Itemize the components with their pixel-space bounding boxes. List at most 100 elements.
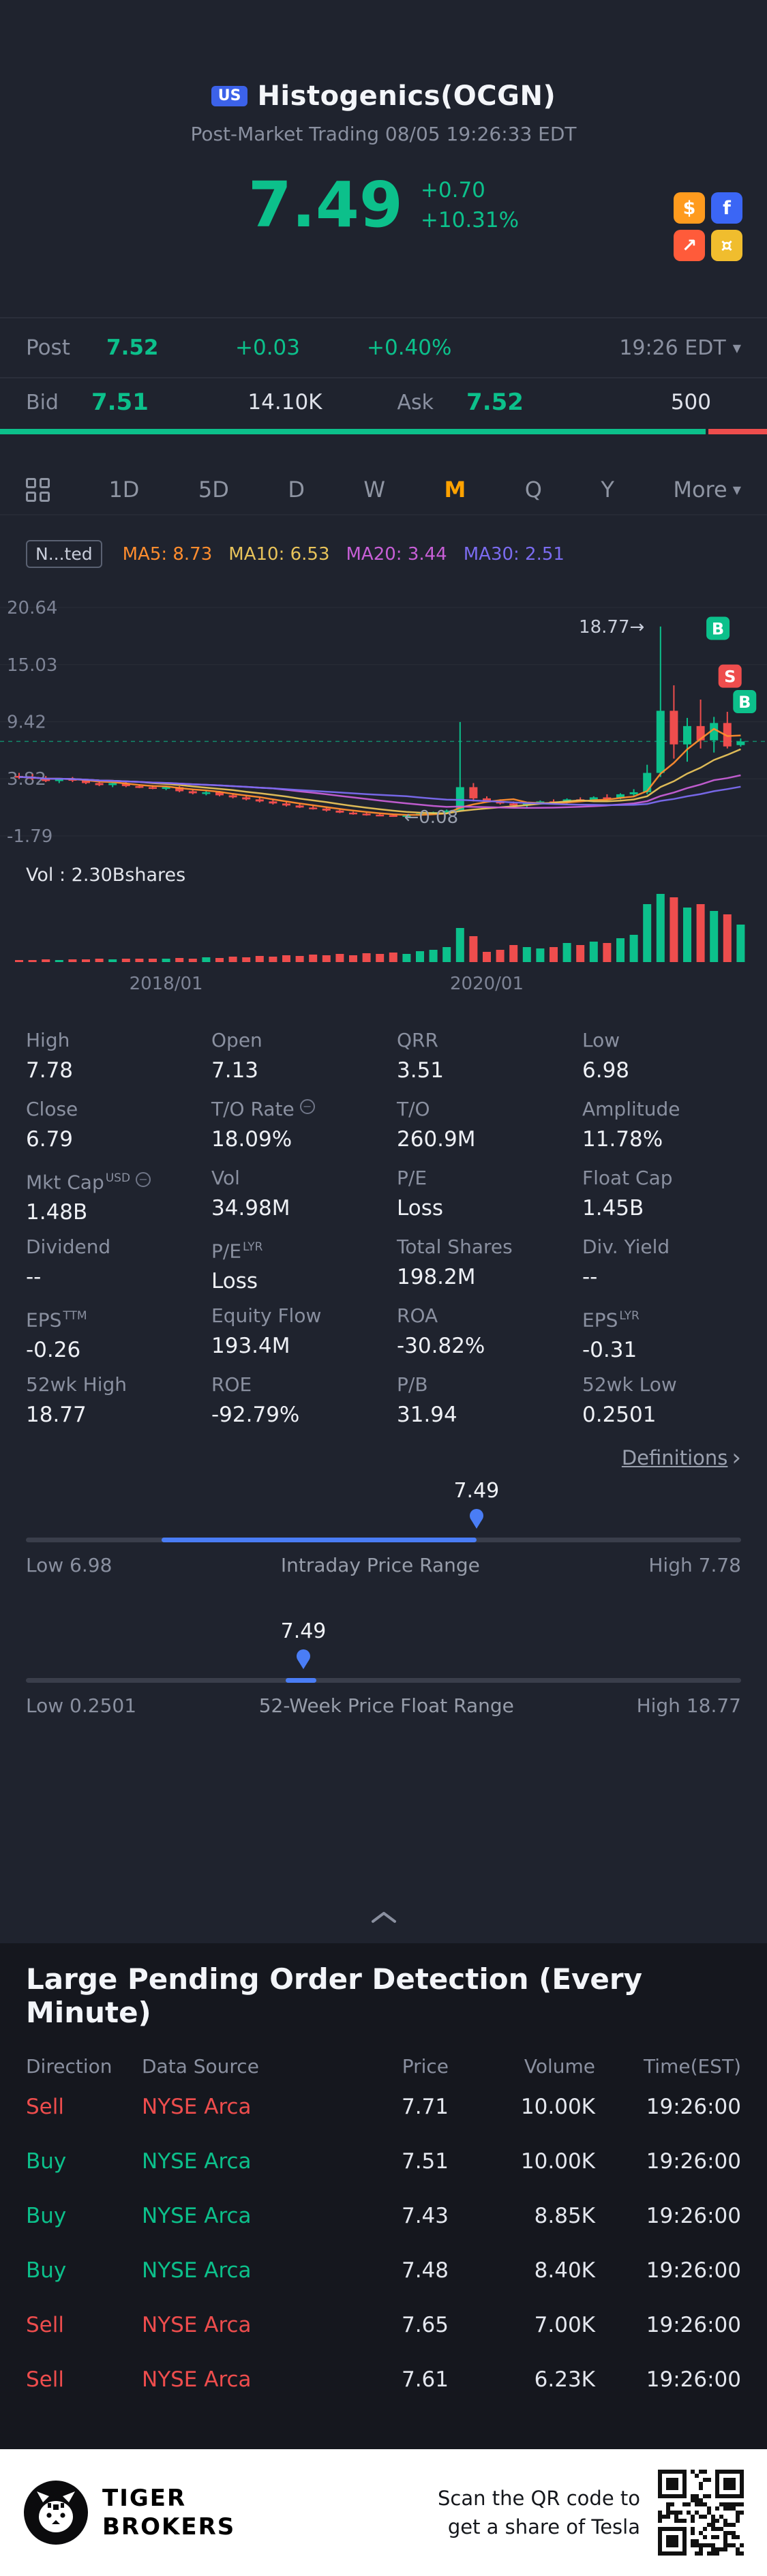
period-tab-bar: 1D 5D D W M Q Y More ▼ bbox=[0, 465, 767, 515]
stat-value: -92.79% bbox=[211, 1403, 397, 1427]
order-source: NYSE Arca bbox=[142, 2095, 319, 2119]
order-source: NYSE Arca bbox=[142, 2149, 319, 2174]
adjustment-chip[interactable]: N...ted bbox=[26, 540, 102, 568]
order-source: NYSE Arca bbox=[142, 2204, 319, 2228]
collapse-panel-control[interactable] bbox=[0, 1902, 767, 1932]
ma-legend-item: MA20: 3.44 bbox=[346, 544, 447, 565]
bid-size: 14.10K bbox=[247, 390, 322, 415]
tab-q[interactable]: Q bbox=[525, 477, 542, 503]
price-change-pct: +10.31% bbox=[421, 208, 519, 233]
slider-low-label: Low 6.98 bbox=[26, 1554, 112, 1576]
order-price: 7.61 bbox=[319, 2367, 449, 2392]
stat-value: 193.4M bbox=[211, 1334, 397, 1358]
order-time: 19:26:00 bbox=[595, 2258, 741, 2283]
stock-chart-icon[interactable]: ↗ bbox=[674, 230, 705, 261]
session-subtitle: Post-Market Trading 08/05 19:26:33 EDT bbox=[0, 123, 767, 145]
post-market-bar: Post 7.52 +0.03 +0.40% 19:26 EDT ▼ bbox=[0, 317, 767, 378]
order-direction: Sell bbox=[26, 2313, 142, 2337]
post-change: +0.03 bbox=[235, 335, 367, 360]
orders-col-direction: Direction bbox=[26, 2055, 142, 2078]
tab-1d[interactable]: 1D bbox=[108, 477, 139, 503]
order-source: NYSE Arca bbox=[142, 2367, 319, 2392]
chart-layout-icon[interactable] bbox=[26, 478, 50, 502]
order-price: 7.43 bbox=[319, 2204, 449, 2228]
stat-value: Loss bbox=[397, 1196, 582, 1220]
stat-t-o-rate: T/O Rate−18.09% bbox=[211, 1098, 397, 1167]
order-source: NYSE Arca bbox=[142, 2313, 319, 2337]
footer-banner: TIGER BROKERS Scan the QR code to get a … bbox=[0, 2449, 767, 2576]
stat-value: -- bbox=[582, 1265, 741, 1289]
stock-title: Histogenics(OCGN) bbox=[257, 80, 556, 112]
slider-track[interactable] bbox=[26, 1538, 741, 1542]
post-time-dropdown[interactable]: 19:26 EDT ▼ bbox=[619, 336, 741, 360]
order-time: 19:26:00 bbox=[595, 2149, 741, 2174]
chevron-up-icon bbox=[371, 1911, 397, 1923]
svg-text:2018/01: 2018/01 bbox=[130, 974, 203, 994]
rewards-coin-icon[interactable]: ¤ bbox=[711, 230, 742, 261]
post-price: 7.52 bbox=[106, 335, 235, 360]
pending-orders-title: Large Pending Order Detection (Every Min… bbox=[26, 1962, 741, 2029]
order-time: 19:26:00 bbox=[595, 2204, 741, 2228]
last-price: 7.49 bbox=[248, 174, 403, 237]
tab-more[interactable]: More ▼ bbox=[673, 477, 741, 503]
stat-value: 3.51 bbox=[397, 1058, 582, 1083]
collapse-info-icon[interactable]: − bbox=[300, 1099, 315, 1114]
svg-text:9.42: 9.42 bbox=[7, 713, 46, 733]
price-change: +0.70 bbox=[421, 178, 519, 203]
tab-y[interactable]: Y bbox=[601, 477, 614, 503]
order-source: NYSE Arca bbox=[142, 2258, 319, 2283]
order-price: 7.71 bbox=[319, 2095, 449, 2119]
slider-pin-icon[interactable] bbox=[297, 1649, 310, 1663]
chevron-down-icon: ▼ bbox=[733, 483, 741, 496]
svg-text:20.64: 20.64 bbox=[7, 598, 57, 618]
svg-text:3.82: 3.82 bbox=[7, 769, 46, 790]
order-time: 19:26:00 bbox=[595, 2095, 741, 2119]
tab-5d[interactable]: 5D bbox=[198, 477, 229, 503]
slider-track[interactable] bbox=[26, 1678, 741, 1683]
definitions-link[interactable]: Definitions bbox=[622, 1446, 728, 1469]
facebook-share-icon[interactable]: f bbox=[711, 192, 742, 224]
qr-code bbox=[658, 2470, 744, 2556]
tab-d[interactable]: D bbox=[288, 477, 305, 503]
order-price: 7.65 bbox=[319, 2313, 449, 2337]
chevron-right-icon: › bbox=[732, 1446, 741, 1469]
stat-roe: ROE-92.79% bbox=[211, 1373, 397, 1442]
post-change-pct: +0.40% bbox=[367, 335, 498, 360]
promo-icons: $f↗¤ bbox=[674, 192, 742, 261]
order-direction: Buy bbox=[26, 2149, 142, 2174]
order-volume: 10.00K bbox=[449, 2095, 595, 2119]
tab-w[interactable]: W bbox=[363, 477, 385, 503]
collapse-info-icon[interactable]: − bbox=[136, 1172, 151, 1187]
slider-pin-icon[interactable] bbox=[470, 1509, 483, 1523]
stat-value: 34.98M bbox=[211, 1196, 397, 1220]
price-row: 7.49 +0.70 +10.31% bbox=[0, 174, 767, 237]
dollar-coupon-icon[interactable]: $ bbox=[674, 192, 705, 224]
orders-col-volume: Volume bbox=[449, 2055, 595, 2078]
slider-title: Intraday Price Range bbox=[281, 1554, 480, 1576]
order-price: 7.51 bbox=[319, 2149, 449, 2174]
bid-ratio-fill bbox=[0, 429, 706, 434]
tiger-brokers-logo bbox=[23, 2480, 89, 2545]
volume-label: Vol : 2.30Bshares bbox=[26, 865, 185, 886]
ma-legend-item: MA10: 6.53 bbox=[228, 544, 329, 565]
tab-m[interactable]: M bbox=[444, 477, 466, 503]
bid-ask-ratio-bar bbox=[0, 429, 767, 434]
